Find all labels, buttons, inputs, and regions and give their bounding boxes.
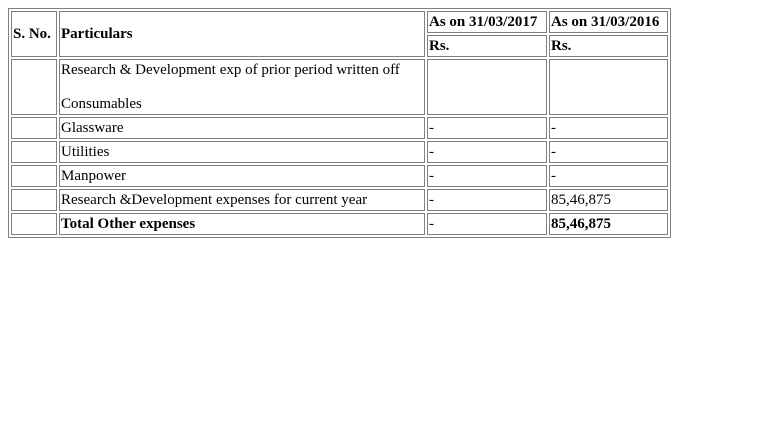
cell-particulars: Research & Development exp of prior peri… <box>59 59 425 115</box>
table-row: Research &Development expenses for curre… <box>11 189 668 211</box>
total-row: Total Other expenses - 85,46,875 <box>11 213 668 235</box>
table-row: Glassware - - <box>11 117 668 139</box>
cell-sno <box>11 117 57 139</box>
cell-sno <box>11 189 57 211</box>
header-2016: As on 31/03/2016 <box>549 11 668 33</box>
total-label: Total Other expenses <box>59 213 425 235</box>
cell-sno <box>11 165 57 187</box>
unit-row: Rs. Rs. <box>11 35 668 57</box>
cell-2017: - <box>427 165 547 187</box>
cell-2016: - <box>549 141 668 163</box>
expenses-table: S. No. Particulars As on 31/03/2017 As o… <box>8 8 671 238</box>
table-row: Manpower - - <box>11 165 668 187</box>
cell-2017: - <box>427 141 547 163</box>
cell-2016: 85,46,875 <box>549 189 668 211</box>
cell-2017: - <box>427 117 547 139</box>
cell-2016: - <box>549 165 668 187</box>
header-particulars: Particulars <box>59 11 425 57</box>
table-row: Utilities - - <box>11 141 668 163</box>
total-2016: 85,46,875 <box>549 213 668 235</box>
cell-2016: - <box>549 117 668 139</box>
cell-sno <box>11 213 57 235</box>
unit-2016: Rs. <box>549 35 668 57</box>
cell-particulars: Glassware <box>59 117 425 139</box>
table-row: Research & Development exp of prior peri… <box>11 59 668 115</box>
particulars-line: Research & Development exp of prior peri… <box>61 62 400 78</box>
cell-particulars: Research &Development expenses for curre… <box>59 189 425 211</box>
cell-2016 <box>549 59 668 115</box>
cell-particulars: Manpower <box>59 165 425 187</box>
cell-2017 <box>427 59 547 115</box>
cell-particulars: Utilities <box>59 141 425 163</box>
unit-2017: Rs. <box>427 35 547 57</box>
particulars-line: Consumables <box>61 96 142 112</box>
total-2017: - <box>427 213 547 235</box>
header-sno: S. No. <box>11 11 57 57</box>
cell-2017: - <box>427 189 547 211</box>
header-2017: As on 31/03/2017 <box>427 11 547 33</box>
cell-sno <box>11 59 57 115</box>
header-row: S. No. Particulars As on 31/03/2017 As o… <box>11 11 668 57</box>
cell-sno <box>11 141 57 163</box>
